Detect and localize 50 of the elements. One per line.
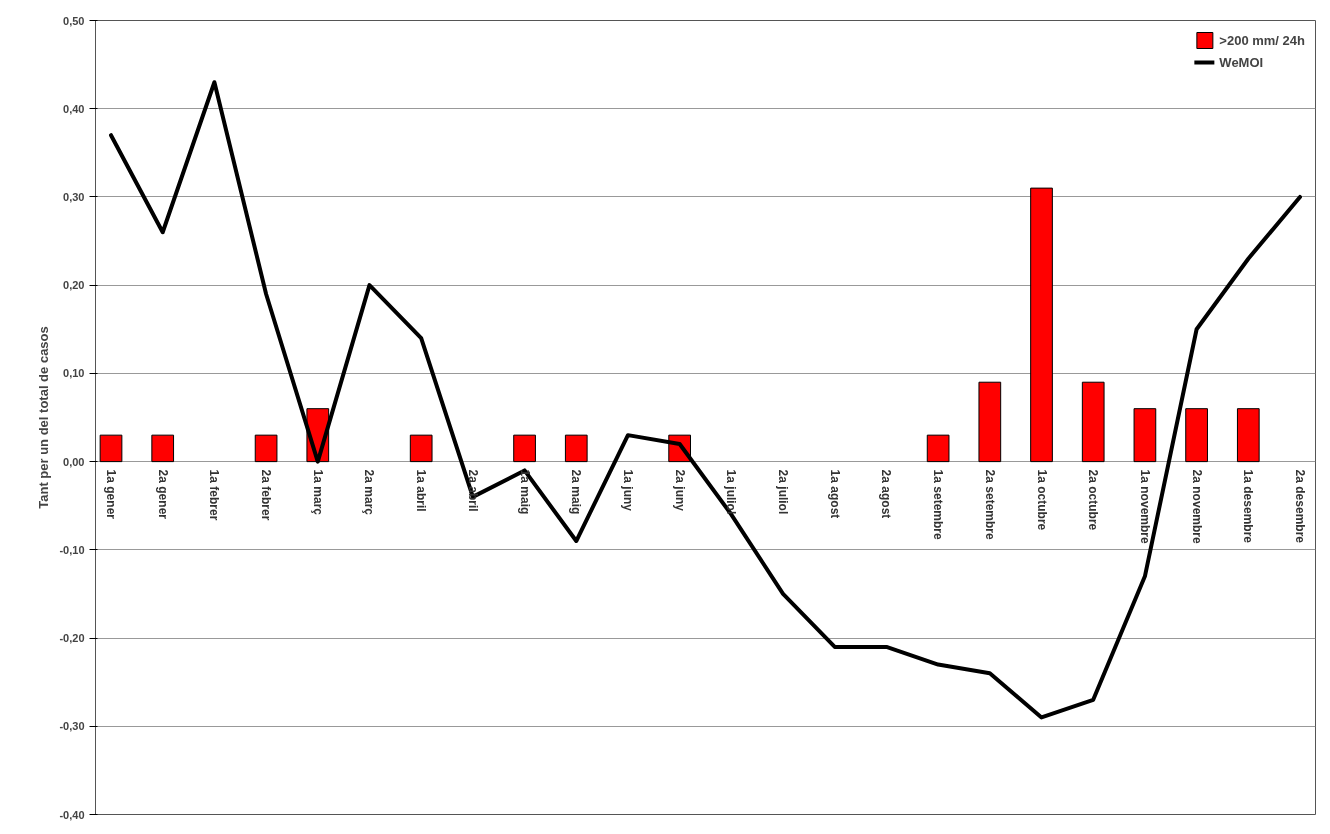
y-tick-label: -0,20 [59, 632, 85, 645]
x-tick-label: 2a gener [155, 469, 170, 520]
y-tick-label: 0,20 [63, 279, 85, 292]
bar [1185, 408, 1208, 463]
bar [99, 434, 123, 463]
x-tick-label: 1a desembre [1241, 469, 1256, 544]
legend-label: WeMOI [1219, 54, 1264, 70]
bar [151, 434, 175, 463]
bar [1081, 381, 1105, 463]
x-tick-label: 2a març [362, 469, 377, 516]
x-tick-label: 2a maig [569, 469, 584, 515]
x-tick-label: 1a febrer [207, 469, 222, 521]
bar [926, 434, 950, 463]
x-tick-label: 2a agost [879, 469, 894, 519]
x-tick-label: 1a gener [104, 469, 119, 520]
x-tick-label: 1a abril [414, 469, 429, 512]
x-tick-label: 2a febrer [259, 469, 274, 521]
bar [564, 434, 588, 463]
x-tick-label: 1a octubre [1034, 469, 1049, 531]
bar [409, 434, 433, 463]
y-tick-label: -0,30 [59, 720, 85, 733]
y-tick-label: 0,00 [63, 455, 85, 468]
bar [1236, 408, 1260, 463]
x-tick-label: 2a octubre [1086, 469, 1101, 531]
y-tick-label: 0,50 [63, 14, 85, 27]
x-tick-label: 1a març [310, 469, 325, 516]
x-tick-label: 1a maig [517, 469, 532, 515]
x-tick-label: 2a setembre [982, 469, 997, 540]
legend-label: >200 mm/ 24h [1219, 32, 1305, 48]
bar [1133, 408, 1157, 463]
y-tick-label: 0,10 [63, 367, 85, 380]
y-tick-label: -0,10 [59, 543, 85, 556]
x-tick-label: 1a setembre [931, 469, 946, 540]
x-tick-label: 2a novembre [1189, 469, 1204, 544]
y-axis-title: Tant per un del total de casos [36, 326, 52, 509]
bar [1030, 187, 1053, 463]
bar [513, 434, 536, 463]
bar [978, 381, 1002, 463]
x-tick-label: 1a juny [620, 469, 635, 512]
x-tick-label: 1a agost [827, 469, 842, 519]
y-tick-label: 0,30 [63, 190, 85, 203]
x-tick-label: 2a desembre [1292, 469, 1307, 544]
y-tick-label: 0,40 [63, 102, 85, 115]
x-tick-label: 1a novembre [1137, 469, 1152, 544]
x-tick-label: 2a abril [465, 469, 480, 512]
bar [254, 434, 278, 463]
y-tick-label: -0,40 [59, 808, 85, 821]
x-tick-label: 2a juny [672, 469, 687, 512]
x-tick-label: 1a juliol [724, 469, 739, 515]
x-tick-label: 2a juliol [776, 469, 791, 515]
